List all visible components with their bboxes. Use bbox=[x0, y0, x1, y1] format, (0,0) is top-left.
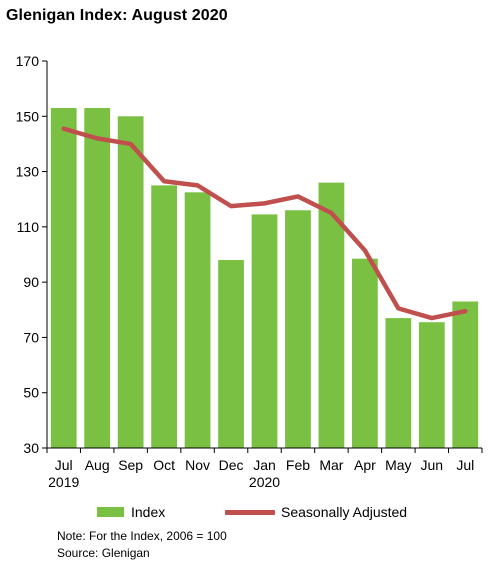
x-tick-label: Nov bbox=[185, 457, 210, 473]
y-axis-ticks: 30 50 70 90 110 130 150 170 bbox=[16, 53, 47, 456]
bar-may bbox=[385, 318, 412, 448]
x-tick-label: May bbox=[385, 457, 411, 473]
legend-swatch-seasonally-adjusted bbox=[225, 509, 275, 515]
x-tick-label: Jul bbox=[456, 457, 474, 473]
x-tick-label: Oct bbox=[153, 457, 175, 473]
bar-sep bbox=[117, 116, 144, 448]
bar-oct bbox=[151, 185, 177, 448]
y-tick-label: 130 bbox=[16, 164, 40, 180]
y-tick-label: 110 bbox=[17, 219, 40, 235]
y-tick-label: 70 bbox=[23, 329, 39, 345]
bar-feb bbox=[285, 210, 311, 448]
legend-item-index: Index bbox=[97, 500, 165, 524]
y-tick-label: 50 bbox=[23, 385, 39, 401]
bar-nov bbox=[184, 192, 211, 448]
x-tick-label: Apr bbox=[354, 457, 376, 473]
x-tick-label: Dec bbox=[219, 457, 244, 473]
legend-label-seasonally-adjusted: Seasonally Adjusted bbox=[281, 504, 408, 520]
bar-jan-2020 bbox=[251, 214, 278, 448]
bar-aug bbox=[84, 107, 111, 449]
x-tick-label: Mar bbox=[319, 457, 343, 473]
chart-legend: Index Seasonally Adjusted bbox=[0, 500, 500, 524]
legend-label-index: Index bbox=[131, 504, 166, 520]
bar-jul-2019 bbox=[50, 107, 77, 449]
x-tick-label: Jul bbox=[55, 457, 73, 473]
y-tick-label: 170 bbox=[16, 53, 40, 69]
line-series-seasonally-adjusted bbox=[61, 126, 468, 321]
x-tick-year-label: 2019 bbox=[48, 474, 79, 490]
bar-jul bbox=[452, 301, 479, 448]
source-text: Source: Glenigan bbox=[57, 546, 150, 560]
bar-series-index bbox=[50, 107, 479, 449]
x-tick-label: Feb bbox=[286, 457, 310, 473]
x-tick-label: Aug bbox=[85, 457, 110, 473]
chart-axes bbox=[46, 61, 482, 449]
legend-item-seasonally-adjusted: Seasonally Adjusted bbox=[225, 500, 407, 524]
x-tick-label: Jun bbox=[421, 457, 444, 473]
y-tick-label: 90 bbox=[23, 274, 39, 290]
bar-dec bbox=[218, 260, 244, 448]
note-text: Note: For the Index, 2006 = 100 bbox=[57, 529, 227, 543]
bar-mar bbox=[318, 182, 345, 448]
x-tick-year-label: 2020 bbox=[249, 474, 280, 490]
x-tick-label: Jan bbox=[253, 457, 276, 473]
bar-jun bbox=[418, 322, 445, 448]
x-tick-label: Sep bbox=[118, 457, 143, 473]
chart-title: Glenigan Index: August 2020 bbox=[6, 7, 228, 24]
legend-swatch-index bbox=[97, 507, 124, 517]
y-tick-label: 30 bbox=[23, 440, 39, 456]
bar-apr bbox=[352, 258, 378, 448]
chart-notes: Note: For the Index, 2006 = 100 Source: … bbox=[57, 528, 227, 562]
y-tick-label: 150 bbox=[16, 108, 40, 124]
